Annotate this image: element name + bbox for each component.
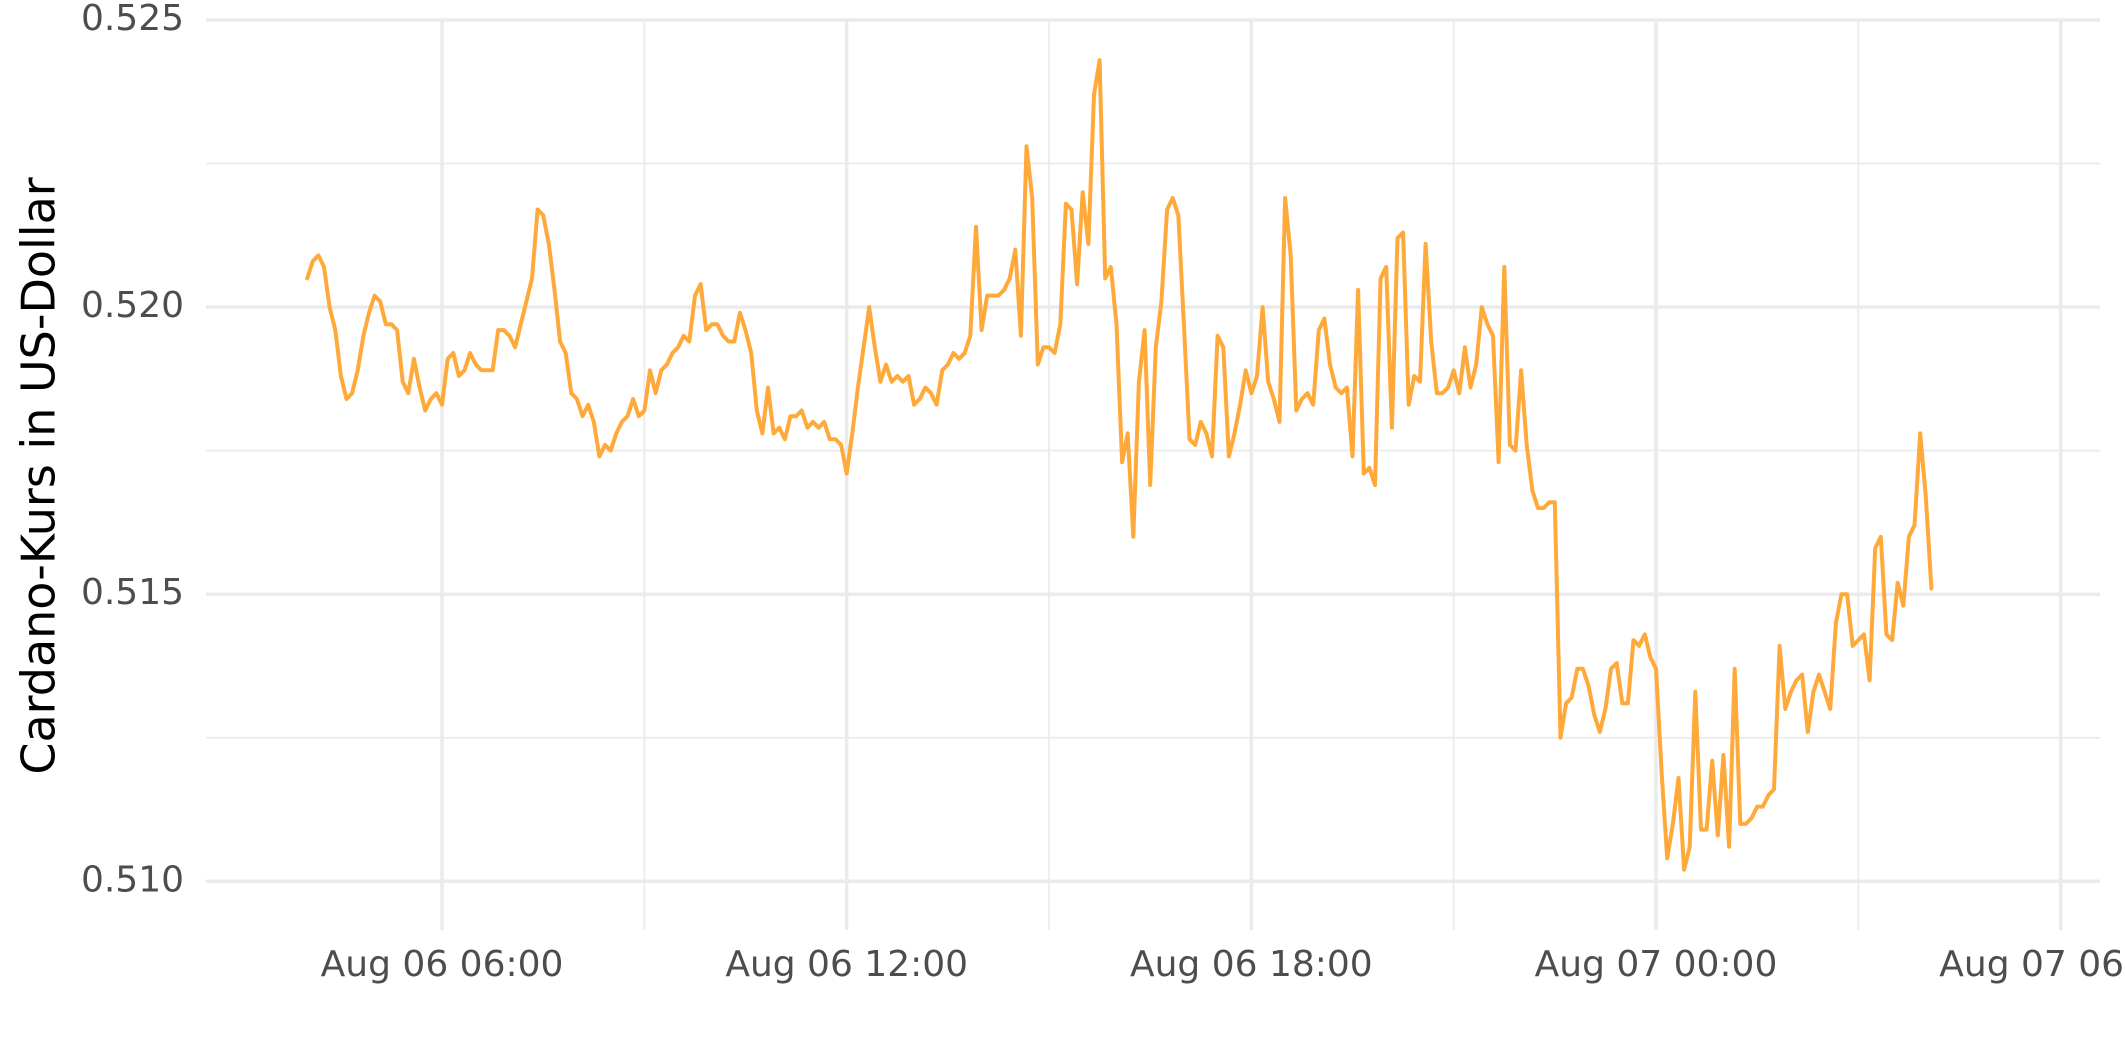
series-layer	[305, 58, 1934, 872]
y-tick-label: 0.525	[81, 0, 184, 39]
y-tick-label: 0.510	[81, 859, 184, 900]
y-axis-title: Cardano-Kurs in US-Dollar	[12, 177, 66, 774]
minor-gridlines	[206, 20, 2100, 930]
x-tick-label: Aug 06 06:00	[321, 944, 564, 985]
y-tick-label: 0.515	[81, 572, 184, 613]
x-tick-label: Aug 06 18:00	[1130, 944, 1373, 985]
x-axis-tick-labels: Aug 06 06:00 Aug 06 12:00 Aug 06 18:00 Aug …	[321, 944, 2125, 985]
x-tick-label: Aug 07 00:00	[1535, 944, 1778, 985]
price-series-line	[305, 58, 1934, 872]
x-tick-label: Aug 06 12:00	[725, 944, 968, 985]
y-tick-label: 0.520	[81, 285, 184, 326]
x-tick-label: Aug 07 06:00	[1939, 944, 2125, 985]
y-axis-tick-labels: 0.510 0.515 0.520 0.525	[81, 0, 184, 900]
